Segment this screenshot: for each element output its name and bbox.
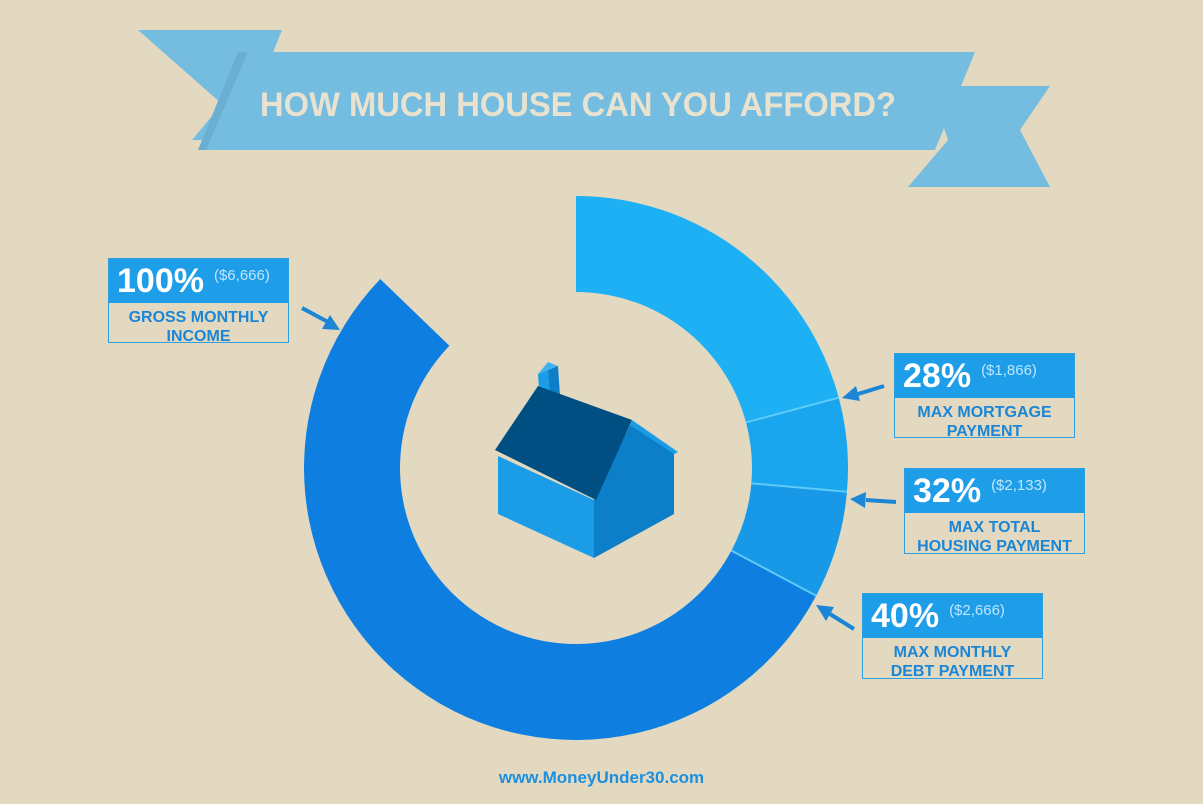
slice-28-label-line-2: PAYMENT xyxy=(946,423,1023,440)
slice-28-percent: 28% xyxy=(903,356,972,395)
house-side-wall xyxy=(594,425,674,558)
slice-40-label-line-1: MAX MONTHLY xyxy=(893,644,1012,661)
callout-header: 28% ($1,866) xyxy=(895,354,1074,398)
callout-header: 40% ($2,666) xyxy=(863,594,1042,638)
ring-segment-40 xyxy=(731,483,847,596)
house-chimney-top xyxy=(538,362,558,374)
callout-mortgage: 28% ($1,866) MAX MORTGAGE PAYMENT xyxy=(894,353,1075,440)
arrow-debt xyxy=(816,605,856,631)
callout-header: 32% ($2,133) xyxy=(905,469,1084,513)
slice-28-amount: ($1,866) xyxy=(981,362,1037,379)
donut-ring xyxy=(303,196,848,740)
slice-28-label-line-1: MAX MORTGAGE xyxy=(917,404,1052,421)
total-amount: ($6,666) xyxy=(213,267,270,284)
house-icon xyxy=(495,362,678,558)
total-label: GROSS MONTHLY INCOME xyxy=(109,303,288,350)
ring-segment-100 xyxy=(303,279,817,740)
title-banner: HOW MUCH HOUSE CAN YOU AFFORD? xyxy=(138,30,1050,187)
banner-shadow xyxy=(198,52,248,150)
total-percent: 100% xyxy=(117,261,204,300)
slice-40-amount: ($2,666) xyxy=(949,602,1005,619)
slice-40-percent: 40% xyxy=(871,596,940,635)
ring-divider-3 xyxy=(730,549,817,597)
callout-housing: 32% ($2,133) MAX TOTAL HOUSING PAYMENT xyxy=(904,468,1085,555)
slice-32-label-line-2: HOUSING PAYMENT xyxy=(917,538,1072,555)
chart-title: HOW MUCH HOUSE CAN YOU AFFORD? xyxy=(260,86,896,124)
pointer-arrows xyxy=(301,306,897,631)
slice-28-label: MAX MORTGAGE PAYMENT xyxy=(895,398,1074,445)
arrow-housing xyxy=(850,492,897,508)
callout-debt: 40% ($2,666) MAX MONTHLY DEBT PAYMENT xyxy=(862,593,1043,680)
slice-32-label: MAX TOTAL HOUSING PAYMENT xyxy=(905,513,1084,560)
house-front-wall xyxy=(498,456,594,558)
callout-gross-income: 100% ($6,666) GROSS MONTHLY INCOME xyxy=(108,258,289,345)
slice-40-label-line-2: DEBT PAYMENT xyxy=(890,663,1015,680)
ring-segment-32 xyxy=(746,397,848,492)
callout-header: 100% ($6,666) xyxy=(109,259,288,303)
slice-32-percent: 32% xyxy=(913,471,982,510)
website-link[interactable]: www.MoneyUnder30.com xyxy=(498,768,705,787)
ring-segment-28 xyxy=(576,196,839,423)
slice-40-label: MAX MONTHLY DEBT PAYMENT xyxy=(863,638,1042,685)
arrow-mortgage xyxy=(842,384,885,401)
total-label-line-1: GROSS MONTHLY xyxy=(128,309,269,326)
house-roof xyxy=(495,386,632,500)
banner-main xyxy=(198,52,975,150)
slice-32-label-line-1: MAX TOTAL xyxy=(948,519,1041,536)
house-roof-edge xyxy=(630,420,678,454)
slice-32-amount: ($2,133) xyxy=(991,477,1047,494)
ring-divider-1 xyxy=(745,396,839,424)
ring-divider-2 xyxy=(751,482,848,493)
arrow-gross-income xyxy=(301,306,340,330)
total-label-line-2: INCOME xyxy=(166,328,231,345)
